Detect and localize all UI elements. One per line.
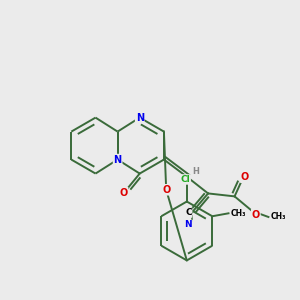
Text: N: N [184,220,192,230]
Text: CH₃: CH₃ [231,209,247,218]
Text: O: O [252,210,260,220]
Text: C: C [185,208,192,217]
Text: N: N [113,154,122,165]
Text: O: O [119,188,128,198]
Text: O: O [241,172,249,182]
Text: Cl: Cl [181,175,190,184]
Text: CH₃: CH₃ [271,212,286,221]
Text: O: O [162,185,170,195]
Text: H: H [192,167,199,176]
Text: N: N [136,112,144,123]
